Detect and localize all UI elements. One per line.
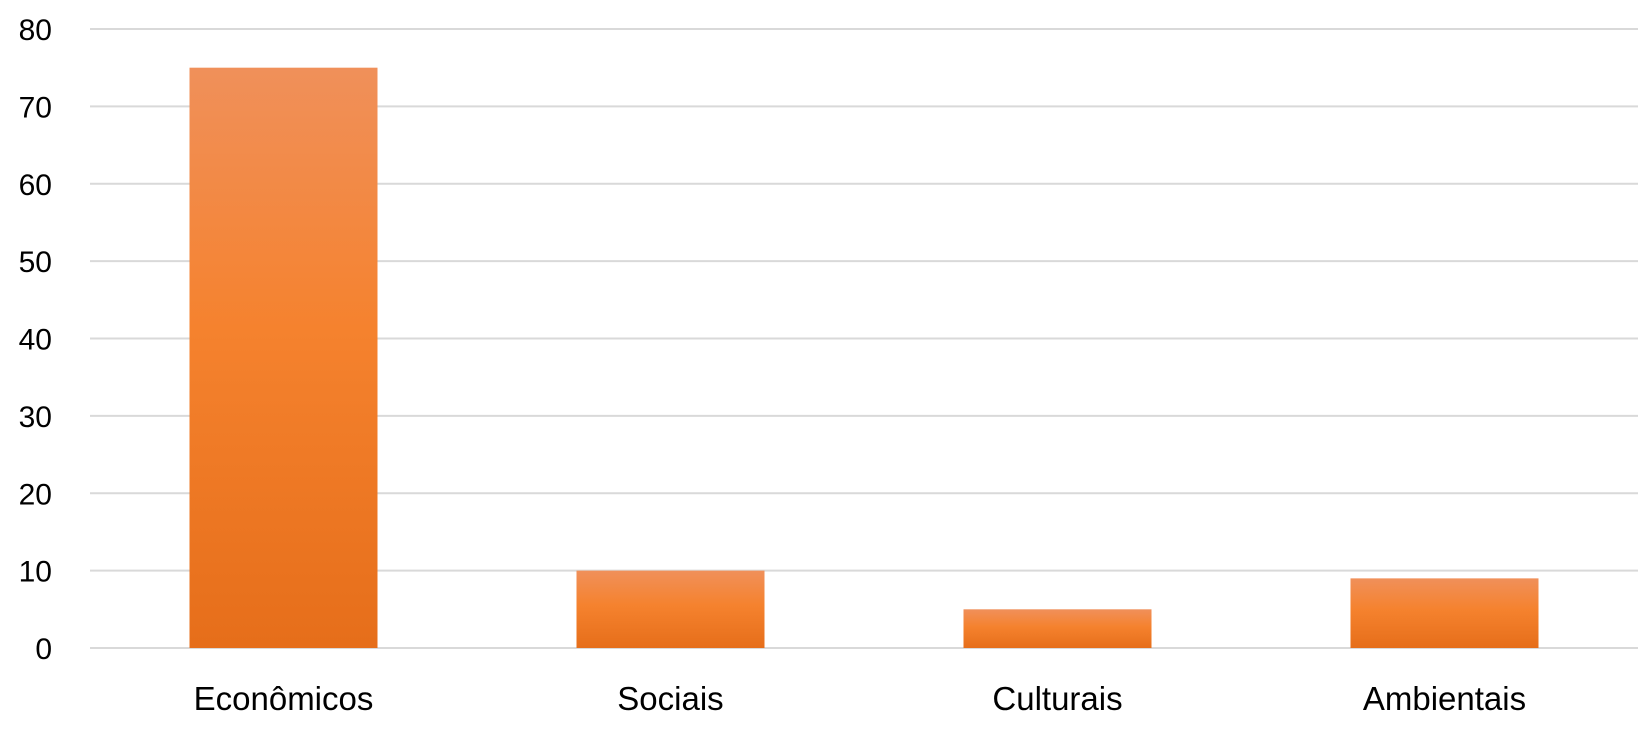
bar-2: [963, 609, 1152, 648]
x-category-label: Econômicos: [194, 680, 374, 717]
y-tick-label: 70: [19, 91, 52, 124]
y-axis-ticks: 0 10 20 30 40 50 60 70 80: [19, 14, 52, 666]
bars: [189, 67, 1539, 648]
y-tick-label: 80: [19, 14, 52, 47]
x-category-label: Ambientais: [1363, 680, 1526, 717]
x-category-label: Sociais: [617, 680, 723, 717]
y-tick-label: 30: [19, 401, 52, 434]
y-tick-label: 0: [35, 633, 52, 666]
y-tick-label: 40: [19, 324, 52, 357]
bar-0: [189, 67, 378, 648]
y-tick-label: 10: [19, 556, 52, 589]
y-tick-label: 60: [19, 169, 52, 202]
x-axis-labels: Econômicos Sociais Culturais Ambientais: [194, 680, 1527, 717]
x-category-label: Culturais: [992, 680, 1122, 717]
bar-1: [576, 570, 765, 648]
y-tick-label: 50: [19, 246, 52, 279]
y-tick-label: 20: [19, 478, 52, 511]
bar-3: [1350, 578, 1539, 648]
